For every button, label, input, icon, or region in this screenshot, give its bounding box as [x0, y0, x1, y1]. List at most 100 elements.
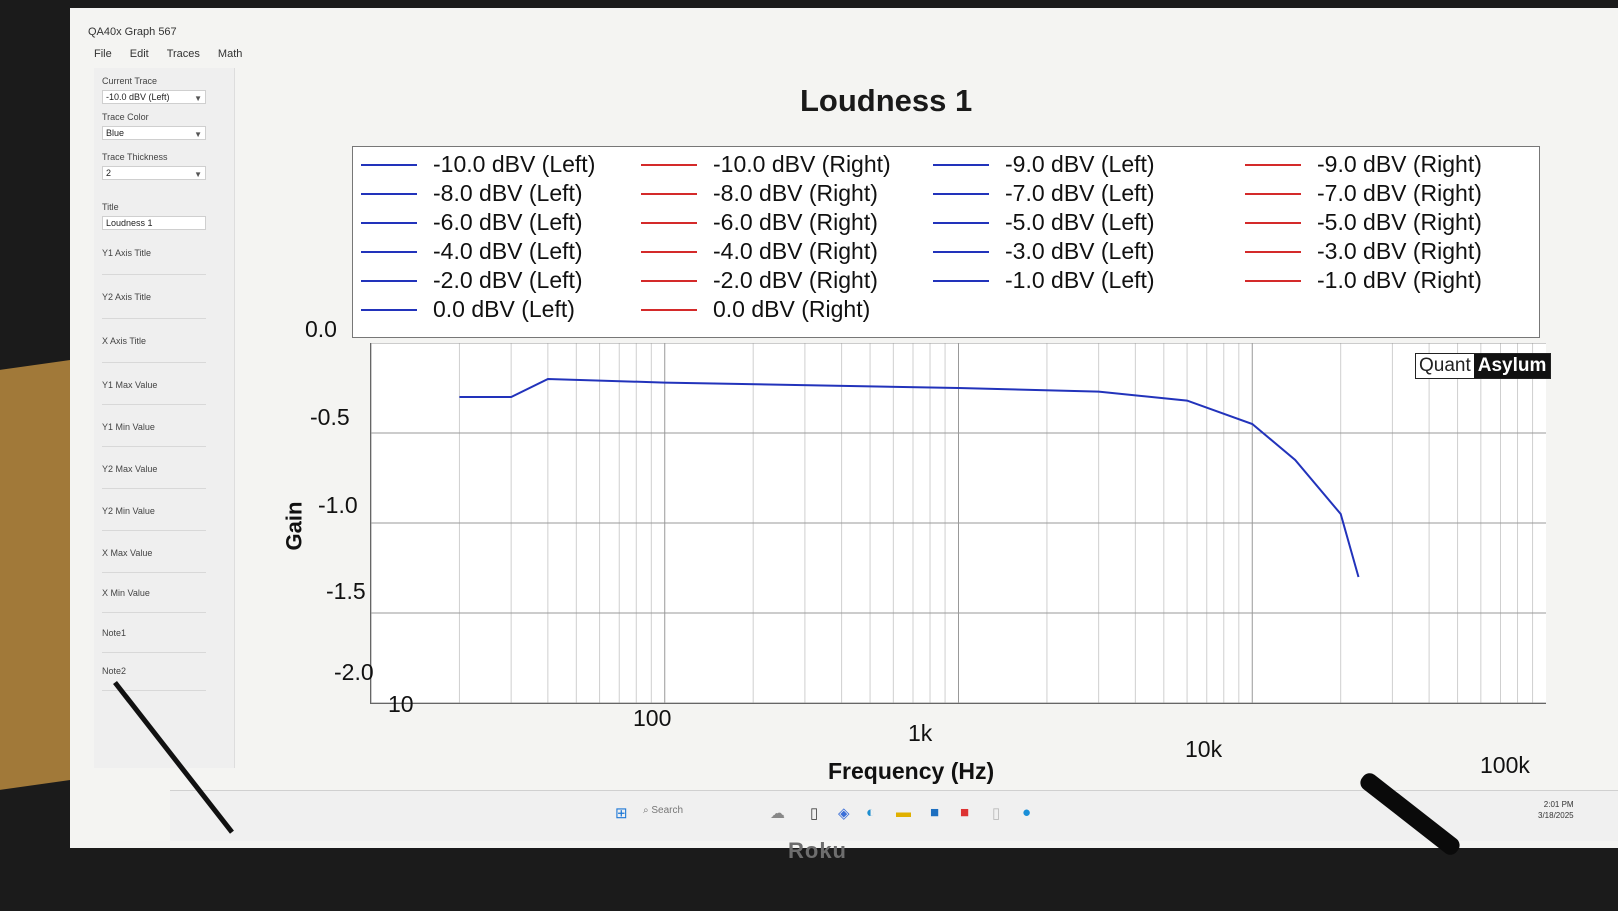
legend-swatch: [933, 221, 989, 224]
y-tick-label: -1.0: [318, 492, 358, 518]
brand-part2: Asylum: [1473, 354, 1551, 378]
edge-icon[interactable]: ◐: [866, 804, 876, 821]
graph-title: Loudness 1: [800, 83, 973, 118]
window-title: QA40x Graph 567: [88, 26, 177, 38]
legend-swatch: [933, 163, 989, 166]
widgets-icon[interactable]: ☁: [770, 805, 785, 822]
file-explorer-icon[interactable]: ▬: [896, 804, 911, 821]
skype-icon[interactable]: ●: [1022, 804, 1032, 821]
legend-swatch: [641, 192, 697, 195]
chevron-down-icon: ▼: [194, 94, 202, 103]
x-min-label: X Min Value: [102, 588, 150, 598]
legend-label: -8.0 dBV (Right): [713, 180, 878, 206]
legend-item: -8.0 dBV (Right): [641, 180, 878, 207]
legend-label: -4.0 dBV (Right): [713, 238, 878, 264]
current-trace-value: -10.0 dBV (Left): [106, 92, 170, 102]
store-icon[interactable]: ■: [930, 804, 940, 821]
y1-axis-title-input[interactable]: [102, 274, 206, 275]
legend-item: -9.0 dBV (Left): [933, 151, 1155, 178]
chart-legend: -10.0 dBV (Left) -10.0 dBV (Right) -9.0 dB…: [352, 146, 1540, 338]
legend-swatch: [641, 163, 697, 166]
legend-swatch: [641, 279, 697, 282]
chevron-down-icon: ▼: [194, 170, 202, 179]
series-line: [459, 377, 1360, 578]
legend-label: 0.0 dBV (Right): [713, 296, 871, 322]
legend-swatch: [1245, 221, 1301, 224]
title-label: Title: [102, 202, 119, 212]
plot-area: [370, 342, 1546, 704]
legend-item: -10.0 dBV (Left): [361, 151, 595, 178]
legend-swatch: [361, 192, 417, 195]
trace-color-select[interactable]: Blue ▼: [102, 126, 206, 140]
trace-thickness-select[interactable]: 2 ▼: [102, 166, 206, 180]
legend-item: -2.0 dBV (Right): [641, 267, 878, 294]
x-tick-label: 1k: [908, 720, 933, 746]
legend-item: -7.0 dBV (Left): [933, 180, 1155, 207]
y1-axis-title-label: Y1 Axis Title: [102, 248, 152, 258]
teams-icon[interactable]: ◈: [838, 805, 850, 822]
y2-axis-title-input[interactable]: [102, 318, 206, 319]
legend-label: 0.0 dBV (Left): [433, 296, 575, 322]
current-trace-select[interactable]: -10.0 dBV (Left) ▼: [102, 90, 206, 104]
legend-swatch: [641, 250, 697, 253]
legend-swatch: [1245, 250, 1301, 253]
menu-edit[interactable]: Edit: [129, 48, 149, 60]
y-axis-title: Gain: [281, 501, 307, 551]
legend-label: -6.0 dBV (Left): [433, 209, 583, 235]
plot-svg: [370, 342, 1546, 704]
qa40x-app-icon[interactable]: ■: [960, 804, 970, 821]
screen: QA40x Graph 567 File Edit Traces Math Cu…: [70, 8, 1618, 848]
legend-item: -5.0 dBV (Right): [1245, 209, 1482, 236]
note2-label: Note2: [102, 666, 127, 676]
y-tick-label: -2.0: [334, 659, 374, 685]
legend-label: -10.0 dBV (Left): [433, 151, 596, 177]
legend-item: -6.0 dBV (Left): [361, 209, 583, 236]
legend-label: -7.0 dBV (Right): [1317, 180, 1482, 206]
legend-item: -3.0 dBV (Right): [1245, 238, 1482, 265]
legend-swatch: [1245, 192, 1301, 195]
document-icon[interactable]: ▯: [992, 805, 1001, 822]
legend-label: -1.0 dBV (Left): [1005, 267, 1155, 293]
legend-item: -7.0 dBV (Right): [1245, 180, 1482, 207]
legend-item: -4.0 dBV (Right): [641, 238, 878, 265]
y1-max-label: Y1 Max Value: [102, 380, 158, 390]
legend-swatch: [933, 279, 989, 282]
note2-input[interactable]: [102, 690, 206, 691]
legend-item: -1.0 dBV (Right): [1245, 267, 1482, 294]
trace-color-value: Blue: [106, 128, 125, 138]
title-input[interactable]: Loudness 1: [102, 216, 206, 230]
legend-swatch: [361, 163, 417, 166]
trace-color-label: Trace Color: [102, 112, 149, 122]
x-max-input[interactable]: [102, 572, 206, 573]
x-axis-title-label: X Axis Title: [102, 336, 147, 346]
legend-label: -7.0 dBV (Left): [1005, 180, 1155, 206]
roku-logo: Roku: [788, 838, 847, 863]
brand-part1: Quant: [1416, 354, 1474, 378]
taskbar-search[interactable]: ⌕ Search: [643, 805, 684, 816]
note1-label: Note1: [102, 628, 127, 638]
windows-start-icon[interactable]: ⊞: [615, 805, 628, 822]
x-min-input[interactable]: [102, 612, 206, 613]
legend-swatch: [361, 308, 417, 311]
legend-swatch: [933, 192, 989, 195]
legend-label: -9.0 dBV (Right): [1317, 151, 1482, 177]
y1-min-input[interactable]: [102, 446, 206, 447]
y2-min-input[interactable]: [102, 530, 206, 531]
y2-max-input[interactable]: [102, 488, 206, 489]
x-max-label: X Max Value: [102, 548, 153, 558]
y1-max-input[interactable]: [102, 404, 206, 405]
legend-label: -5.0 dBV (Left): [1005, 209, 1155, 235]
y-tick-label: -0.5: [310, 404, 350, 430]
menu-math[interactable]: Math: [217, 48, 243, 60]
legend-item: -2.0 dBV (Left): [361, 267, 583, 294]
legend-swatch: [641, 221, 697, 224]
y2-max-label: Y2 Max Value: [102, 464, 158, 474]
legend-label: -10.0 dBV (Right): [713, 151, 891, 177]
x-axis-title-input[interactable]: [102, 362, 206, 363]
y-tick-label: -1.5: [326, 578, 366, 604]
task-view-icon[interactable]: ▯: [810, 805, 819, 822]
current-trace-label: Current Trace: [102, 76, 158, 86]
menu-traces[interactable]: Traces: [166, 48, 200, 60]
note1-input[interactable]: [102, 652, 206, 653]
menu-file[interactable]: File: [94, 48, 112, 60]
